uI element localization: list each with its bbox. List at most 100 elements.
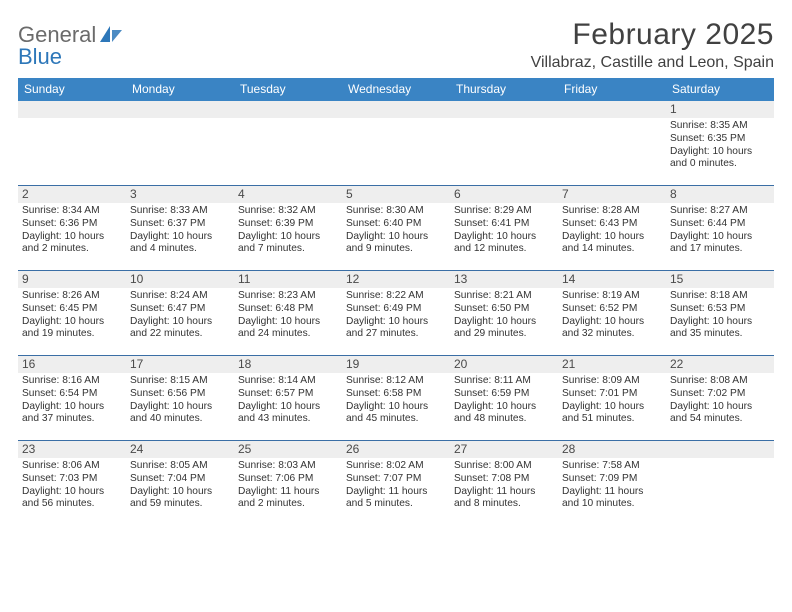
day-number: 5 (342, 186, 450, 203)
sunset-text: Sunset: 7:07 PM (346, 473, 446, 486)
calendar-cell: 4Sunrise: 8:32 AMSunset: 6:39 PMDaylight… (234, 186, 342, 270)
day-number: 3 (126, 186, 234, 203)
day-number: 7 (558, 186, 666, 203)
day-number (18, 101, 126, 118)
day-number: 15 (666, 271, 774, 288)
day-number: 19 (342, 356, 450, 373)
calendar-cell: 22Sunrise: 8:08 AMSunset: 7:02 PMDayligh… (666, 356, 774, 440)
calendar-cell: 3Sunrise: 8:33 AMSunset: 6:37 PMDaylight… (126, 186, 234, 270)
daylight-text: Daylight: 10 hours and 24 minutes. (238, 316, 338, 342)
day-number (342, 101, 450, 118)
sunset-text: Sunset: 6:48 PM (238, 303, 338, 316)
daylight-text: Daylight: 10 hours and 2 minutes. (22, 231, 122, 257)
day-number: 23 (18, 441, 126, 458)
calendar-cell: 1Sunrise: 8:35 AMSunset: 6:35 PMDaylight… (666, 101, 774, 185)
calendar-cell: 16Sunrise: 8:16 AMSunset: 6:54 PMDayligh… (18, 356, 126, 440)
daylight-text: Daylight: 10 hours and 43 minutes. (238, 401, 338, 427)
sunset-text: Sunset: 7:06 PM (238, 473, 338, 486)
sunset-text: Sunset: 6:50 PM (454, 303, 554, 316)
daylight-text: Daylight: 10 hours and 32 minutes. (562, 316, 662, 342)
day-number (126, 101, 234, 118)
calendar-cell: 23Sunrise: 8:06 AMSunset: 7:03 PMDayligh… (18, 441, 126, 525)
calendar-cell-empty (18, 101, 126, 185)
calendar-page: General Blue February 2025 Villabraz, Ca… (0, 0, 792, 525)
calendar-cell: 26 Sunrise: 8:02 AMSunset: 7:07 PMDayligh… (342, 441, 450, 525)
calendar-cell: 17Sunrise: 8:15 AMSunset: 6:56 PMDayligh… (126, 356, 234, 440)
sunset-text: Sunset: 7:04 PM (130, 473, 230, 486)
sunset-text: Sunset: 7:03 PM (22, 473, 122, 486)
sunset-text: Sunset: 6:49 PM (346, 303, 446, 316)
daylight-text: Daylight: 11 hours and 5 minutes. (346, 486, 446, 512)
sunset-text: Sunset: 6:44 PM (670, 218, 770, 231)
sunrise-text: Sunrise: 8:14 AM (238, 375, 338, 388)
sunset-text: Sunset: 6:40 PM (346, 218, 446, 231)
sunrise-text: Sunrise: 8:03 AM (238, 460, 338, 473)
calendar-cell: 7Sunrise: 8:28 AMSunset: 6:43 PMDaylight… (558, 186, 666, 270)
sunrise-text: Sunrise: 8:05 AM (130, 460, 230, 473)
weeks-container: 1Sunrise: 8:35 AMSunset: 6:35 PMDaylight… (18, 101, 774, 525)
calendar-cell-empty (558, 101, 666, 185)
sunrise-text: Sunrise: 8:28 AM (562, 205, 662, 218)
sunrise-text: Sunrise: 8:15 AM (130, 375, 230, 388)
header: General Blue February 2025 Villabraz, Ca… (18, 18, 774, 72)
sunset-text: Sunset: 7:01 PM (562, 388, 662, 401)
calendar-cell: 18Sunrise: 8:14 AMSunset: 6:57 PMDayligh… (234, 356, 342, 440)
calendar-cell: 21Sunrise: 8:09 AMSunset: 7:01 PMDayligh… (558, 356, 666, 440)
sunrise-text: Sunrise: 8:21 AM (454, 290, 554, 303)
title-block: February 2025 Villabraz, Castille and Le… (531, 18, 774, 72)
daylight-text: Daylight: 10 hours and 48 minutes. (454, 401, 554, 427)
daylight-text: Daylight: 10 hours and 37 minutes. (22, 401, 122, 427)
daylight-text: Daylight: 10 hours and 4 minutes. (130, 231, 230, 257)
dow-monday: Monday (126, 78, 234, 101)
daylight-text: Daylight: 10 hours and 0 minutes. (670, 146, 770, 172)
day-number: 16 (18, 356, 126, 373)
calendar-cell: 9Sunrise: 8:26 AMSunset: 6:45 PMDaylight… (18, 271, 126, 355)
calendar-cell: 27Sunrise: 8:00 AMSunset: 7:08 PMDayligh… (450, 441, 558, 525)
sunrise-text: Sunrise: 8:02 AM (346, 460, 446, 473)
sunset-text: Sunset: 6:59 PM (454, 388, 554, 401)
calendar-cell: 28Sunrise: 7:58 AMSunset: 7:09 PMDayligh… (558, 441, 666, 525)
daylight-text: Daylight: 11 hours and 8 minutes. (454, 486, 554, 512)
logo-sail-icon (98, 24, 124, 46)
week-row: 16Sunrise: 8:16 AMSunset: 6:54 PMDayligh… (18, 355, 774, 440)
calendar-cell: 20Sunrise: 8:11 AMSunset: 6:59 PMDayligh… (450, 356, 558, 440)
sunset-text: Sunset: 6:54 PM (22, 388, 122, 401)
page-title: February 2025 (531, 18, 774, 52)
week-row: 1Sunrise: 8:35 AMSunset: 6:35 PMDaylight… (18, 101, 774, 185)
calendar-cell: 10Sunrise: 8:24 AMSunset: 6:47 PMDayligh… (126, 271, 234, 355)
dow-thursday: Thursday (450, 78, 558, 101)
day-number: 28 (558, 441, 666, 458)
day-number: 22 (666, 356, 774, 373)
daylight-text: Daylight: 11 hours and 10 minutes. (562, 486, 662, 512)
sunset-text: Sunset: 6:56 PM (130, 388, 230, 401)
calendar: Sunday Monday Tuesday Wednesday Thursday… (18, 78, 774, 525)
daylight-text: Daylight: 10 hours and 9 minutes. (346, 231, 446, 257)
day-number: 20 (450, 356, 558, 373)
calendar-cell: 14Sunrise: 8:19 AMSunset: 6:52 PMDayligh… (558, 271, 666, 355)
day-number (234, 101, 342, 118)
calendar-cell: 2Sunrise: 8:34 AMSunset: 6:36 PMDaylight… (18, 186, 126, 270)
day-number: 26 (342, 441, 450, 458)
daylight-text: Daylight: 10 hours and 19 minutes. (22, 316, 122, 342)
sunset-text: Sunset: 6:36 PM (22, 218, 122, 231)
week-row: 2Sunrise: 8:34 AMSunset: 6:36 PMDaylight… (18, 185, 774, 270)
daylight-text: Daylight: 10 hours and 17 minutes. (670, 231, 770, 257)
sunset-text: Sunset: 7:09 PM (562, 473, 662, 486)
daylight-text: Daylight: 10 hours and 40 minutes. (130, 401, 230, 427)
day-number: 13 (450, 271, 558, 288)
sunrise-text: Sunrise: 8:08 AM (670, 375, 770, 388)
calendar-cell-empty (450, 101, 558, 185)
sunset-text: Sunset: 6:58 PM (346, 388, 446, 401)
dow-sunday: Sunday (18, 78, 126, 101)
sunrise-text: Sunrise: 8:00 AM (454, 460, 554, 473)
sunrise-text: Sunrise: 8:27 AM (670, 205, 770, 218)
day-number: 12 (342, 271, 450, 288)
day-number: 10 (126, 271, 234, 288)
sunset-text: Sunset: 6:43 PM (562, 218, 662, 231)
calendar-cell: 5Sunrise: 8:30 AMSunset: 6:40 PMDaylight… (342, 186, 450, 270)
sunrise-text: Sunrise: 8:19 AM (562, 290, 662, 303)
sunrise-text: Sunrise: 8:12 AM (346, 375, 446, 388)
day-number: 2 (18, 186, 126, 203)
day-number: 24 (126, 441, 234, 458)
sunset-text: Sunset: 6:37 PM (130, 218, 230, 231)
